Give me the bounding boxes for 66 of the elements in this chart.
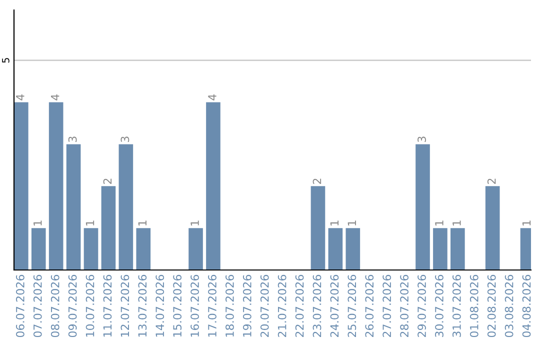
bar (31, 228, 46, 270)
x-tick-label: 21.07.2026 (278, 274, 286, 337)
bar (433, 228, 448, 270)
x-tick-label: 06.07.2026 (16, 274, 24, 338)
x-tick-label: 12.07.2026 (120, 274, 130, 337)
x-tick-label: 20.07.2026 (260, 274, 269, 337)
x-tick-label: 27.07.2026 (382, 274, 392, 337)
data-label: 2 (103, 178, 112, 184)
y-tick-label: 5 (2, 58, 10, 63)
x-tick-label: 09.07.2026 (68, 274, 77, 338)
data-label: 1 (435, 220, 444, 226)
x-tick-label: 29.07.2026 (418, 274, 426, 337)
x-tick-label: 13.07.2026 (138, 274, 147, 337)
data-label: 1 (34, 220, 42, 226)
data-label: 1 (190, 220, 199, 226)
data-label: 1 (330, 220, 339, 226)
data-label: 3 (120, 136, 130, 142)
data-label: 1 (348, 220, 356, 226)
x-tick-label: 22.07.2026 (295, 274, 304, 337)
data-label: 1 (138, 220, 146, 226)
x-tick-label: 23.07.2026 (312, 274, 322, 337)
data-label: 3 (418, 136, 426, 142)
x-tick-label: 31.07.2026 (452, 274, 461, 337)
bar (206, 102, 220, 270)
x-tick-label: 26.07.2026 (365, 274, 374, 337)
x-tick-label: 10.07.2026 (86, 274, 94, 337)
bar (14, 102, 28, 270)
x-tick-label: 16.07.2026 (190, 274, 199, 337)
x-tick-label: 25.07.2026 (348, 274, 356, 337)
x-tick-label: 17.07.2026 (208, 274, 216, 337)
x-tick-label: 18.07.2026 (226, 274, 234, 337)
x-tick-label: 14.07.2026 (156, 274, 164, 337)
bar (84, 228, 98, 270)
x-tick-label: 15.07.2026 (173, 274, 182, 337)
data-label: 4 (208, 94, 216, 100)
x-tick-label: 03.08.2026 (504, 274, 514, 338)
data-label: 1 (452, 220, 461, 226)
data-label: 2 (312, 178, 322, 184)
bar (346, 228, 360, 270)
data-label: 1 (86, 220, 94, 226)
bar (48, 102, 64, 270)
x-tick-label: 11.07.2026 (103, 274, 112, 337)
bar (118, 144, 134, 270)
x-tick-label: 07.07.2026 (33, 274, 42, 338)
bar (66, 144, 81, 270)
data-label: 2 (487, 178, 496, 184)
x-tick-label: 24.07.2026 (330, 274, 339, 337)
x-tick-label: 19.07.2026 (242, 274, 252, 337)
data-label: 1 (522, 220, 531, 226)
x-tick-label: 08.07.2026 (50, 274, 60, 338)
x-tick-label: 28.07.2026 (400, 274, 409, 337)
x-tick-label: 04.08.2026 (522, 274, 531, 338)
data-label: 3 (68, 136, 77, 142)
bar (328, 228, 343, 270)
bar (450, 228, 465, 270)
bar (416, 144, 430, 270)
x-tick-label: 02.08.2026 (487, 274, 496, 338)
bar (485, 186, 500, 270)
bar (310, 186, 326, 270)
x-tick-label: 30.07.2026 (435, 274, 444, 337)
data-label: 4 (16, 94, 24, 100)
bar (188, 228, 203, 270)
data-label: 4 (51, 94, 60, 100)
bar (101, 186, 116, 270)
x-tick-label: 01.08.2026 (470, 274, 478, 338)
bar (136, 228, 151, 270)
